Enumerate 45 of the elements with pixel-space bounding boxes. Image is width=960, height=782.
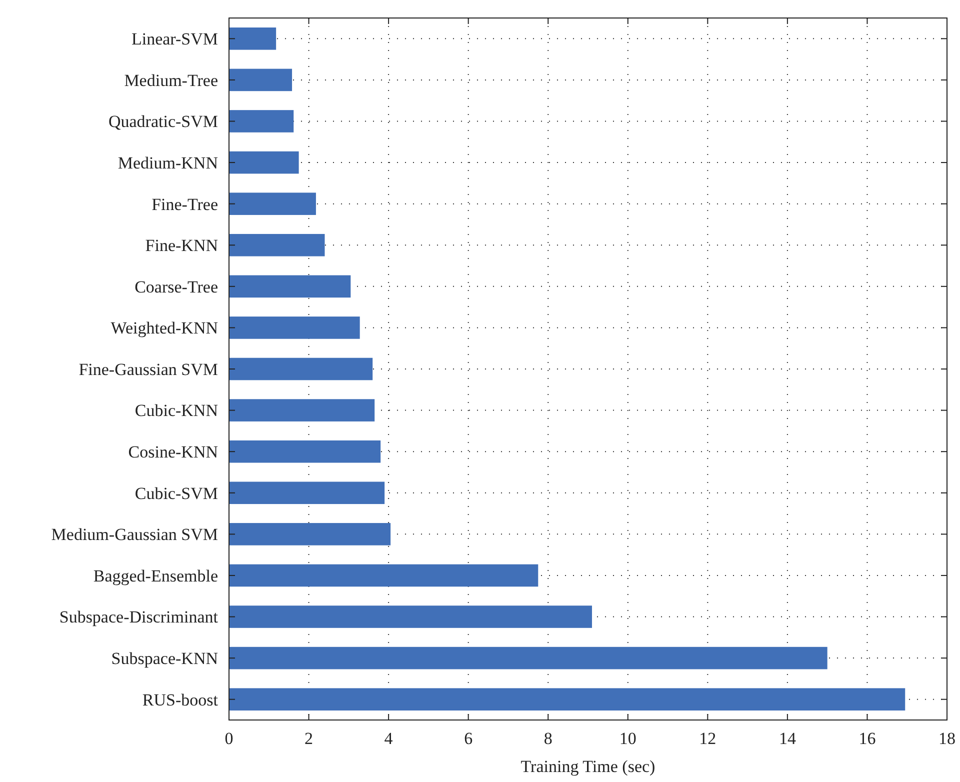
y-tick-label: Coarse-Tree bbox=[134, 277, 218, 296]
x-tick-label: 0 bbox=[224, 729, 234, 748]
bar bbox=[229, 523, 391, 546]
bar bbox=[229, 28, 276, 50]
x-tick-label: 4 bbox=[384, 729, 394, 748]
bar bbox=[229, 316, 360, 339]
y-tick-label: RUS-boost bbox=[142, 690, 218, 710]
x-tick-label: 12 bbox=[699, 729, 716, 748]
y-tick-label: Fine-KNN bbox=[145, 236, 218, 256]
bar bbox=[229, 399, 375, 422]
bar bbox=[229, 646, 828, 670]
bar bbox=[229, 688, 906, 711]
x-tick-label: 2 bbox=[304, 729, 314, 748]
y-tick-label: Cosine-KNN bbox=[128, 442, 218, 462]
x-tick-label: 16 bbox=[858, 729, 876, 748]
y-tick-label: Subspace-KNN bbox=[111, 649, 218, 668]
y-tick-label: Linear-SVM bbox=[131, 30, 218, 49]
bar bbox=[229, 564, 538, 587]
y-tick-label: Fine-Gaussian SVM bbox=[78, 360, 218, 379]
bar bbox=[229, 482, 385, 504]
x-tick-label: 14 bbox=[778, 729, 796, 748]
y-tick-label: Quadratic-SVM bbox=[108, 112, 218, 132]
y-tick-label: Cubic-SVM bbox=[134, 484, 218, 503]
x-tick-label: 18 bbox=[938, 729, 956, 748]
y-tick-label: Cubic-KNN bbox=[134, 401, 218, 420]
bar bbox=[229, 440, 381, 463]
x-tick-label: 6 bbox=[464, 729, 473, 748]
y-tick-label: Medium-Tree bbox=[124, 70, 218, 90]
bar bbox=[229, 68, 292, 92]
y-tick-label: Fine-Tree bbox=[152, 194, 218, 214]
y-tick-label: Weighted-KNN bbox=[110, 318, 218, 338]
y-tick-label: Subspace-Discriminant bbox=[59, 608, 218, 627]
y-tick-label: Medium-KNN bbox=[118, 153, 218, 172]
y-tick-label: Medium-Gaussian SVM bbox=[51, 525, 218, 544]
x-tick-label: 8 bbox=[544, 729, 552, 748]
bar bbox=[229, 275, 351, 298]
bar bbox=[229, 110, 294, 132]
x-tick-label: 10 bbox=[619, 729, 636, 748]
bar bbox=[229, 192, 316, 215]
bar bbox=[229, 358, 373, 380]
x-axis-title: Training Time (sec) bbox=[520, 757, 656, 776]
y-tick-label: Bagged-Ensemble bbox=[93, 566, 218, 586]
bar bbox=[229, 606, 592, 628]
bar bbox=[229, 151, 299, 174]
bar bbox=[229, 234, 325, 256]
